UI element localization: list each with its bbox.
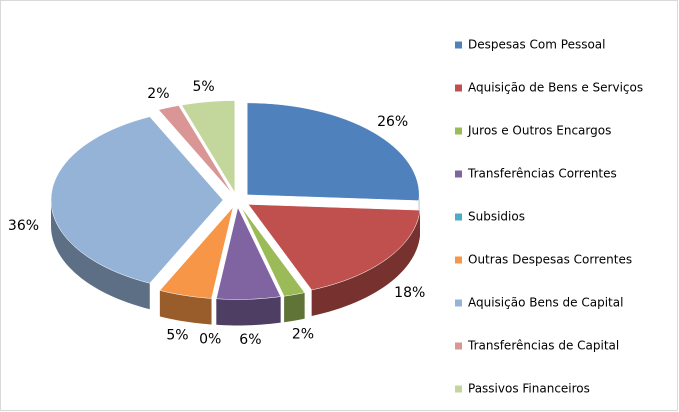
slice <box>241 206 306 297</box>
legend-label: Juros e Outros Encargos <box>467 124 611 138</box>
legend-swatch <box>455 385 462 393</box>
legend-swatch <box>455 127 462 135</box>
slice <box>181 100 236 194</box>
legend-label: Despesas Com Pessoal <box>468 38 606 52</box>
slice <box>216 206 282 300</box>
slice-side <box>284 292 305 323</box>
legend-label: Subsidios <box>468 210 525 224</box>
data-label: 18% <box>394 285 425 301</box>
legend-swatch <box>455 84 462 92</box>
legend-label: Transferências de Capital <box>467 339 619 353</box>
data-label: 36% <box>8 218 39 234</box>
pie-tops <box>50 100 421 300</box>
legend-label: Aquisição de Bens e Serviços <box>468 81 643 95</box>
slice-side <box>216 296 281 326</box>
legend-swatch <box>455 170 462 178</box>
legend-swatch <box>455 299 462 307</box>
data-label: 0% <box>199 331 221 347</box>
pie-labels: 26% 18% 2% 6% 0% 5% 36% 2% 5% <box>8 79 425 348</box>
legend-swatch <box>455 213 462 221</box>
legend-label: Outras Despesas Correntes <box>468 253 632 267</box>
data-label: 6% <box>239 332 261 348</box>
legend-label: Passivos Financeiros <box>468 382 590 396</box>
slice <box>159 207 234 299</box>
slice <box>158 105 233 194</box>
legend: Despesas Com Pessoal Aquisição de Bens e … <box>455 38 643 396</box>
legend-swatch <box>455 342 462 350</box>
legend-swatch <box>455 41 462 49</box>
data-label: 2% <box>147 86 169 102</box>
pie-sides <box>51 194 420 326</box>
slice <box>213 207 236 299</box>
data-label: 26% <box>377 114 408 130</box>
slice-side <box>51 200 150 310</box>
legend-swatch <box>455 256 462 264</box>
slice <box>247 204 421 291</box>
legend-label: Aquisição Bens de Capital <box>468 296 623 310</box>
data-label: 5% <box>166 328 188 344</box>
slice <box>50 116 224 284</box>
slice-side <box>159 290 212 325</box>
slice <box>246 102 420 201</box>
legend-label: Transferências Correntes <box>467 167 617 181</box>
data-label: 2% <box>292 327 314 343</box>
slice-side <box>311 210 420 316</box>
data-label: 5% <box>192 79 214 95</box>
